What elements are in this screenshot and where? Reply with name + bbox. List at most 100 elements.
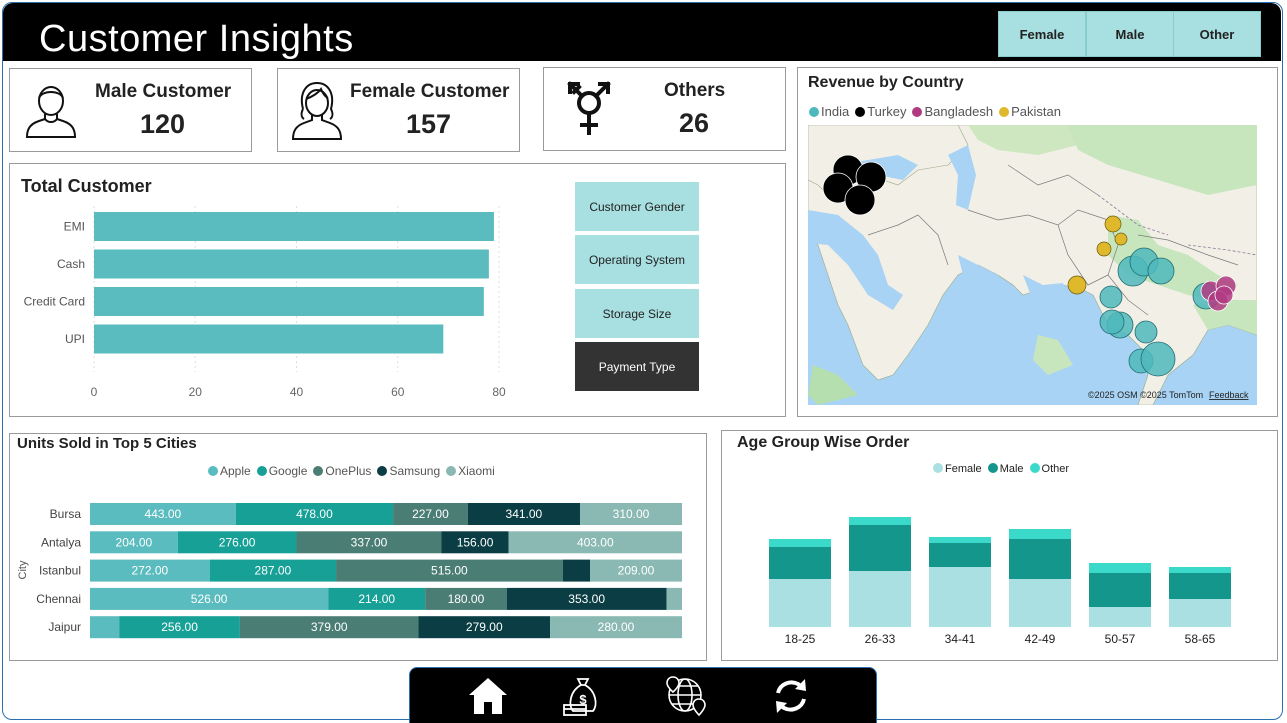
column-male[interactable] (929, 543, 991, 567)
segment-samsung[interactable] (467, 503, 580, 525)
column-female[interactable] (1169, 599, 1231, 627)
age-group-label: 58-65 (1185, 632, 1216, 646)
city-label: Bursa (50, 507, 82, 521)
legend-samsung[interactable]: Samsung (377, 464, 440, 478)
column-other[interactable] (929, 537, 991, 543)
segment-value-label: 337.00 (351, 535, 388, 549)
segment-value-label: 156.00 (457, 535, 494, 549)
filter-other-button[interactable]: Other (1173, 11, 1261, 57)
segment-samsung[interactable] (562, 559, 591, 582)
x-tick-label: 20 (189, 385, 203, 399)
bar-credit-card[interactable] (94, 287, 484, 316)
column-other[interactable] (849, 517, 911, 525)
units-sold-title: Units Sold in Top 5 Cities (17, 435, 197, 452)
kpi-male-value: 120 (140, 109, 186, 139)
segment-samsung[interactable] (418, 616, 551, 639)
column-male[interactable] (769, 547, 831, 579)
revenue-map[interactable]: ©2025 OSM ©2025 TomTom Feedback (808, 125, 1257, 405)
legend-apple[interactable]: Apple (208, 464, 251, 478)
segment-xiaomi[interactable] (550, 616, 682, 639)
x-tick-label: 80 (492, 385, 506, 399)
city-label: Jaipur (48, 620, 81, 634)
segment-apple[interactable] (90, 616, 120, 639)
segment-oneplus[interactable] (296, 531, 442, 554)
segment-xiaomi[interactable] (579, 503, 682, 525)
bar-upi[interactable] (94, 324, 444, 354)
filter-female-button[interactable]: Female (998, 11, 1086, 57)
segment-apple[interactable] (90, 587, 329, 610)
segment-xiaomi[interactable] (590, 559, 682, 582)
column-other[interactable] (1009, 529, 1071, 539)
svg-text:$: $ (579, 692, 587, 707)
map-feedback-link[interactable]: Feedback (1209, 390, 1249, 400)
legend-google[interactable]: Google (256, 464, 307, 478)
column-male[interactable] (1089, 573, 1151, 607)
kpi-others-value: 26 (679, 108, 710, 138)
segment-xiaomi[interactable] (508, 531, 682, 554)
refresh-icon[interactable] (769, 675, 813, 717)
segment-xiaomi[interactable] (666, 587, 682, 610)
column-male[interactable] (1169, 573, 1231, 599)
legend-bangladesh: Bangladesh (912, 104, 993, 119)
column-female[interactable] (1089, 607, 1151, 627)
legend-oneplus[interactable]: OnePlus (313, 464, 371, 478)
column-female[interactable] (849, 571, 911, 627)
legend-other[interactable]: Other (1029, 463, 1069, 475)
y-axis-label: City (17, 560, 29, 579)
segment-oneplus[interactable] (239, 616, 419, 639)
segment-apple[interactable] (90, 503, 236, 525)
column-other[interactable] (769, 539, 831, 547)
kpi-female-label: Female Customer (350, 81, 510, 102)
segment-value-label: 478.00 (296, 507, 333, 521)
segment-oneplus[interactable] (425, 587, 507, 610)
segment-value-label: 526.00 (191, 592, 228, 606)
legend-female[interactable]: Female (933, 463, 982, 475)
column-female[interactable] (1009, 579, 1071, 627)
segment-value-label: 310.00 (613, 507, 650, 521)
age-group-legend: Female Male Other (933, 463, 1069, 475)
column-female[interactable] (769, 579, 831, 627)
segment-google[interactable] (235, 503, 394, 525)
globe-location-icon[interactable] (665, 675, 709, 717)
age-group-title: Age Group Wise Order (737, 434, 910, 451)
segment-oneplus[interactable] (393, 503, 468, 525)
segment-samsung[interactable] (441, 531, 509, 554)
customer-gender-button[interactable]: Customer Gender (575, 182, 699, 231)
legend-xiaomi[interactable]: Xiaomi (446, 464, 495, 478)
segment-apple[interactable] (90, 559, 210, 582)
age-group-label: 18-25 (785, 632, 816, 646)
segment-value-label: 443.00 (145, 507, 182, 521)
category-label: UPI (65, 332, 85, 346)
segment-google[interactable] (209, 559, 337, 582)
storage-size-button[interactable]: Storage Size (575, 289, 699, 338)
kpi-card-male: Male Customer 120 (9, 68, 252, 152)
segment-value-label: 180.00 (448, 592, 485, 606)
column-female[interactable] (929, 567, 991, 627)
segment-value-label: 279.00 (466, 620, 503, 634)
column-male[interactable] (849, 525, 911, 571)
filter-male-button[interactable]: Male (1086, 11, 1174, 57)
category-label: EMI (64, 220, 85, 234)
legend-male[interactable]: Male (987, 463, 1024, 475)
age-group-label: 42-49 (1025, 632, 1056, 646)
column-male[interactable] (1009, 539, 1071, 579)
segment-apple[interactable] (90, 531, 178, 554)
segment-google[interactable] (177, 531, 297, 554)
segment-oneplus[interactable] (336, 559, 563, 582)
payment-type-button[interactable]: Payment Type (575, 342, 699, 391)
bar-emi[interactable] (94, 212, 494, 241)
column-other[interactable] (1089, 563, 1151, 573)
category-label: Credit Card (24, 295, 85, 309)
home-icon[interactable] (466, 675, 510, 717)
age-group-label: 50-57 (1105, 632, 1136, 646)
bar-cash[interactable] (94, 249, 489, 279)
column-other[interactable] (1169, 567, 1231, 573)
segment-samsung[interactable] (506, 587, 667, 610)
segment-value-label: 353.00 (568, 592, 605, 606)
segment-value-label: 214.00 (358, 592, 395, 606)
segment-google[interactable] (119, 616, 240, 639)
money-bag-icon[interactable]: $ (561, 675, 605, 717)
segment-google[interactable] (328, 587, 426, 610)
map-legend: India Turkey Bangladesh Pakistan (809, 104, 1061, 119)
operating-system-button[interactable]: Operating System (575, 235, 699, 284)
